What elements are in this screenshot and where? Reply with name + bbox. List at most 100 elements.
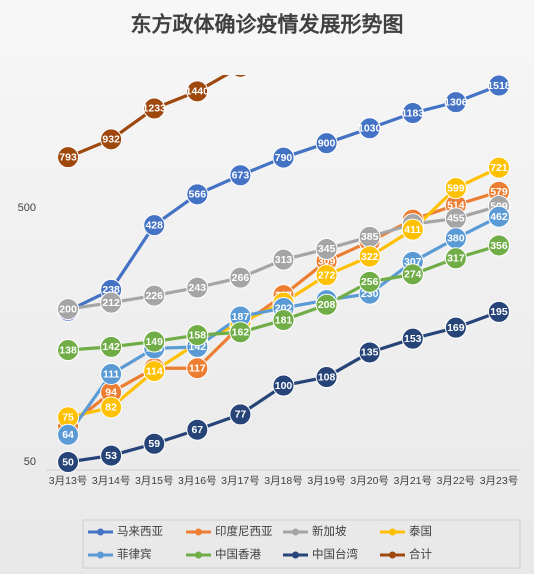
y-tick-label: 50 (24, 456, 36, 468)
data-point (57, 423, 80, 446)
data-point (272, 146, 295, 169)
data-label: 153 (404, 333, 422, 345)
data-label: 721 (490, 162, 508, 174)
data-point (100, 363, 123, 386)
x-tick-label: 3月15号 (135, 475, 174, 487)
legend-label: 中国香港 (215, 548, 261, 561)
data-point (186, 183, 209, 206)
data-label: 208 (318, 299, 336, 311)
data-label: 932 (102, 134, 120, 146)
legend-label: 新加坡 (312, 524, 347, 538)
data-label: 59 (148, 438, 160, 450)
data-point (186, 80, 209, 103)
data-point (272, 309, 295, 332)
data-label: 1518 (487, 80, 511, 92)
data-label: 380 (447, 233, 465, 245)
legend-marker (97, 551, 104, 559)
data-point (487, 300, 510, 323)
x-tick-label: 3月23号 (480, 475, 519, 487)
data-point (358, 117, 381, 140)
data-label: 114 (146, 365, 163, 377)
x-tick-label: 3月21号 (394, 475, 433, 487)
x-tick-label: 3月22号 (437, 475, 476, 487)
data-point (100, 128, 123, 151)
data-point (100, 396, 123, 419)
data-label: 142 (102, 341, 120, 353)
data-point (143, 284, 166, 307)
legend-label: 菲律宾 (117, 547, 152, 561)
x-tick-label: 3月17号 (221, 475, 260, 487)
data-label: 53 (105, 450, 117, 462)
data-label: 158 (189, 329, 207, 341)
legend-label: 泰国 (409, 524, 432, 538)
data-point (315, 293, 338, 316)
data-label: 162 (232, 327, 250, 339)
data-label: 169 (447, 322, 465, 334)
data-label: 135 (361, 347, 379, 359)
data-label: 266 (232, 272, 250, 284)
data-label: 1233 (143, 103, 167, 115)
data-point (315, 264, 338, 287)
x-tick-label: 3月13号 (49, 475, 88, 487)
data-point (272, 374, 295, 397)
data-label: 149 (145, 336, 163, 348)
data-label: 579 (490, 186, 508, 198)
data-point (57, 146, 80, 169)
data-label: 200 (59, 303, 77, 315)
data-label: 243 (189, 282, 207, 294)
legend-label: 中国台湾 (312, 547, 358, 561)
legend-label: 马来西亚 (117, 525, 163, 538)
data-label: 100 (275, 380, 293, 392)
legend-marker (389, 551, 396, 559)
data-point (401, 263, 424, 286)
data-label: 790 (275, 152, 293, 164)
legend-marker (97, 528, 104, 536)
data-point (143, 360, 166, 383)
data-label: 117 (189, 363, 206, 375)
data-label: 673 (232, 170, 250, 182)
data-point (186, 324, 209, 347)
data-point (444, 177, 467, 200)
data-label: 514 (447, 199, 465, 211)
data-label: 1030 (358, 123, 382, 135)
data-point (143, 214, 166, 237)
data-point (315, 366, 338, 389)
data-point (444, 91, 467, 114)
data-point (186, 418, 209, 441)
data-point (401, 218, 424, 241)
legend-marker (195, 528, 202, 536)
data-label: 50 (62, 456, 74, 468)
data-point (358, 270, 381, 293)
x-tick-label: 3月14号 (92, 475, 131, 487)
data-point (487, 156, 510, 179)
data-point (229, 164, 252, 187)
data-point (143, 432, 166, 455)
data-point (229, 266, 252, 289)
x-tick-label: 3月20号 (350, 475, 389, 487)
data-point (100, 335, 123, 358)
data-label: 900 (318, 137, 336, 149)
legend-marker (389, 528, 396, 536)
data-label: 94 (105, 387, 117, 399)
data-label: 67 (191, 424, 203, 436)
data-point (143, 330, 166, 353)
data-label: 322 (361, 251, 379, 263)
data-label: 64 (62, 429, 74, 441)
data-label: 187 (232, 311, 250, 323)
plot-area: 1972384285666737909001030118313061518699… (57, 75, 511, 473)
data-label: 181 (275, 314, 293, 326)
data-point (100, 291, 123, 314)
legend-box (82, 519, 521, 569)
data-label: 599 (447, 182, 465, 194)
data-point (401, 102, 424, 125)
data-point (143, 97, 166, 120)
legend-label: 印度尼西亚 (215, 524, 273, 538)
data-point (233, 75, 248, 78)
data-point (358, 245, 381, 268)
data-label: 356 (490, 240, 508, 252)
data-label: 1440 (186, 86, 210, 98)
data-point (358, 341, 381, 364)
data-point (401, 327, 424, 350)
legend-marker (292, 551, 299, 559)
data-label: 428 (145, 219, 163, 231)
